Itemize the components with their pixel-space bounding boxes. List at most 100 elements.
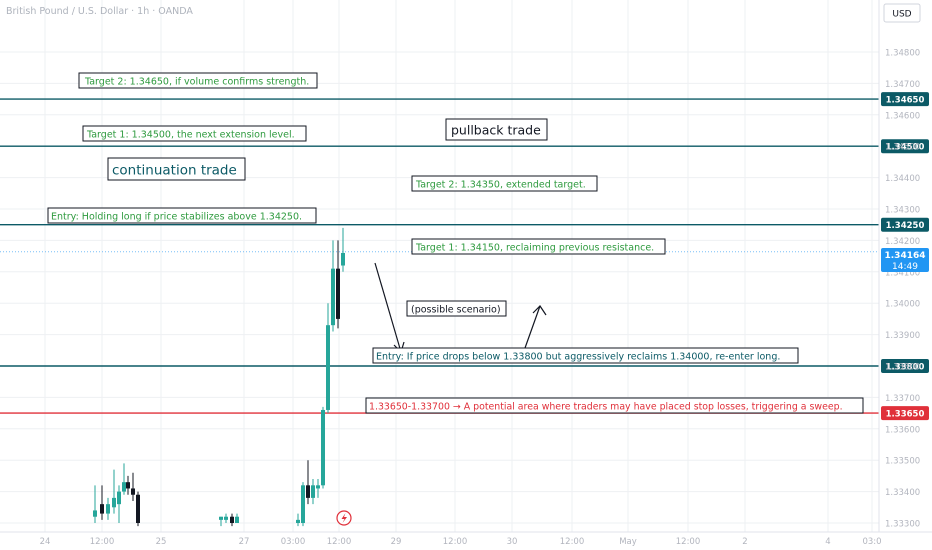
x-tick-label: 4 [825, 537, 830, 547]
candle[interactable] [306, 460, 310, 505]
candles[interactable] [93, 227, 345, 527]
level-price-label: 1.34500 [886, 143, 925, 153]
candle-body [296, 519, 300, 523]
candle-body [331, 268, 335, 326]
candle[interactable] [126, 475, 130, 495]
annotation-target2-upper[interactable]: Target 2: 1.34650, if volume confirms st… [78, 72, 318, 89]
level-price-tag [881, 217, 929, 232]
candle-body [126, 482, 130, 489]
x-tick-label: 03:00 [281, 537, 306, 547]
level-price-label: 1.33800 [886, 363, 925, 373]
annotation-text: (possible scenario) [411, 305, 501, 316]
x-tick-label: 12:00 [90, 537, 115, 547]
y-tick-label: 1.33300 [885, 520, 920, 530]
x-tick-label: 25 [156, 537, 167, 547]
level-price-label: 1.34650 [886, 96, 925, 106]
candle-body [131, 488, 135, 495]
candle-body [235, 516, 239, 523]
candle[interactable] [235, 513, 239, 523]
current-price-countdown: 14:49 [892, 262, 918, 272]
up-arrow-line[interactable] [524, 305, 541, 349]
annotation-text: Target 2: 1.34650, if volume confirms st… [84, 77, 309, 88]
candle-body [230, 516, 234, 523]
y-tick-label: 1.34700 [885, 80, 920, 90]
candle[interactable] [311, 479, 315, 505]
y-tick-label: 1.33700 [885, 394, 920, 404]
candle[interactable] [100, 485, 104, 520]
candle[interactable] [93, 485, 97, 523]
candle[interactable] [131, 472, 135, 502]
candle[interactable] [296, 513, 300, 527]
x-tick-label: 29 [391, 537, 402, 547]
x-tick-label: 12:00 [560, 537, 585, 547]
annotation-target1-pullback[interactable]: Target 1: 1.34150, reclaiming previous r… [411, 238, 666, 255]
candle-body [316, 485, 320, 489]
annotation-text: continuation trade [112, 163, 237, 179]
candle[interactable] [117, 485, 121, 523]
currency-button[interactable] [883, 3, 921, 23]
price-axis[interactable]: USD 1.34800 1.34700 1.34600 1.34500 1.34400 1… [878, 0, 921, 532]
annotation-continuation[interactable]: continuation trade [107, 157, 246, 181]
annotation-pullback[interactable]: pullback trade [445, 118, 548, 141]
annotation-text: Entry: Holding long if price stabilizes … [51, 212, 302, 223]
lightning-icon[interactable] [336, 510, 352, 526]
candle[interactable] [112, 469, 116, 514]
annotation-text: Entry: If price drops below 1.33800 but … [376, 352, 780, 363]
symbol-title: British Pound / U.S. Dollar · 1h · OANDA [6, 6, 193, 17]
current-price-tag: 1.34164 14:49 [881, 248, 929, 272]
annotation-text: Target 2: 1.34350, extended target. [415, 180, 586, 191]
down-arrow-line[interactable] [374, 262, 402, 353]
y-tick-label: 1.34000 [885, 300, 920, 310]
candle[interactable] [136, 491, 140, 527]
candle-body [136, 494, 140, 523]
level-price-label: 1.33650 [886, 410, 925, 420]
candle[interactable] [326, 303, 330, 414]
y-tick-label: 1.34100 [885, 268, 920, 278]
candle[interactable] [219, 516, 223, 527]
candle[interactable] [230, 513, 234, 527]
y-tick-label: 1.34200 [885, 237, 920, 247]
annotation-target2-pullback[interactable]: Target 2: 1.34350, extended target. [411, 175, 598, 192]
annotation-entry-long[interactable]: Entry: Holding long if price stabilizes … [47, 207, 317, 224]
candle-body [112, 497, 116, 508]
candle-body [341, 252, 345, 266]
annotation-possible-scenario[interactable]: (possible scenario) [406, 300, 507, 317]
y-tick-label: 1.34800 [885, 49, 920, 59]
annotation-entry-reclaim[interactable]: Entry: If price drops below 1.33800 but … [372, 347, 799, 364]
trend-arrows[interactable] [374, 262, 547, 354]
candle-body [326, 325, 330, 410]
y-tick-label: 1.33500 [885, 457, 920, 467]
y-tick-label: 1.34300 [885, 206, 920, 216]
candle-body [301, 485, 305, 523]
candle-body [219, 516, 223, 520]
annotation-text: Target 1: 1.34500, the next extension le… [86, 130, 295, 141]
level-price-label: 1.34250 [886, 221, 925, 231]
candle[interactable] [331, 240, 335, 332]
level-price-tag [881, 359, 929, 373]
candle[interactable] [321, 406, 325, 489]
candle-body [321, 409, 325, 486]
time-axis[interactable]: 24 12:00 25 27 03:00 12:00 29 12:00 30 12:00 May 12… [0, 531, 932, 547]
candle-body [224, 516, 228, 520]
candle[interactable] [224, 513, 228, 523]
y-tick-label: 1.33800 [885, 363, 920, 373]
x-tick-label: 03:0 [862, 537, 881, 547]
annotation-target1-upper[interactable]: Target 1: 1.34500, the next extension le… [82, 125, 307, 142]
candle[interactable] [336, 240, 340, 329]
level-price-tag [881, 92, 929, 107]
candle[interactable] [341, 227, 345, 272]
x-tick-label: 30 [507, 537, 518, 547]
candle[interactable] [106, 497, 110, 520]
x-tick-label: 24 [40, 537, 51, 547]
annotation-text: pullback trade [451, 123, 541, 138]
up-arrow-icon [532, 305, 547, 316]
y-tick-label: 1.34500 [885, 143, 920, 153]
candle[interactable] [316, 479, 320, 498]
current-price-value: 1.34164 [885, 251, 926, 261]
annotation-text: 1.33650-1.33700 → A potential area where… [369, 402, 843, 413]
annotation-stop-zone[interactable]: 1.33650-1.33700 → A potential area where… [365, 397, 864, 414]
candle[interactable] [122, 463, 126, 495]
x-tick-label: 12:00 [443, 537, 468, 547]
candle[interactable] [301, 482, 305, 527]
